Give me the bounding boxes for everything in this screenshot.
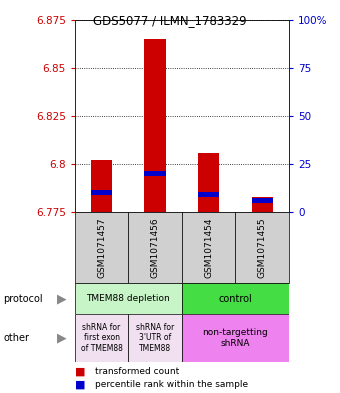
Text: shRNA for
first exon
of TMEM88: shRNA for first exon of TMEM88 (81, 323, 122, 353)
Bar (182, 314, 289, 362)
Text: TMEM88 depletion: TMEM88 depletion (86, 294, 170, 303)
Text: GSM1071455: GSM1071455 (258, 217, 267, 278)
Bar (91, 160, 112, 212)
Text: GSM1071457: GSM1071457 (97, 217, 106, 278)
Bar (75, 283, 182, 314)
Text: protocol: protocol (3, 294, 43, 304)
Text: ■: ■ (75, 366, 85, 376)
Bar (252, 198, 273, 202)
Bar (198, 152, 219, 212)
Bar (144, 171, 166, 176)
Bar (129, 314, 182, 362)
Text: ▶: ▶ (57, 331, 66, 345)
Text: transformed count: transformed count (95, 367, 180, 376)
Text: GDS5077 / ILMN_1783329: GDS5077 / ILMN_1783329 (93, 14, 247, 27)
Text: ■: ■ (75, 379, 85, 389)
Bar (182, 283, 289, 314)
Text: percentile rank within the sample: percentile rank within the sample (95, 380, 248, 389)
Text: ▶: ▶ (57, 292, 66, 305)
Text: other: other (3, 333, 29, 343)
Bar (252, 197, 273, 212)
Bar (75, 212, 129, 283)
Bar (198, 192, 219, 197)
Bar (129, 212, 182, 283)
Bar (91, 190, 112, 195)
Text: shRNA for
3'UTR of
TMEM88: shRNA for 3'UTR of TMEM88 (136, 323, 174, 353)
Text: non-targetting
shRNA: non-targetting shRNA (203, 328, 268, 348)
Text: GSM1071456: GSM1071456 (151, 217, 159, 278)
Bar (75, 314, 129, 362)
Bar (235, 212, 289, 283)
Bar (144, 39, 166, 212)
Text: control: control (219, 294, 252, 304)
Bar (182, 212, 235, 283)
Text: GSM1071454: GSM1071454 (204, 217, 213, 278)
